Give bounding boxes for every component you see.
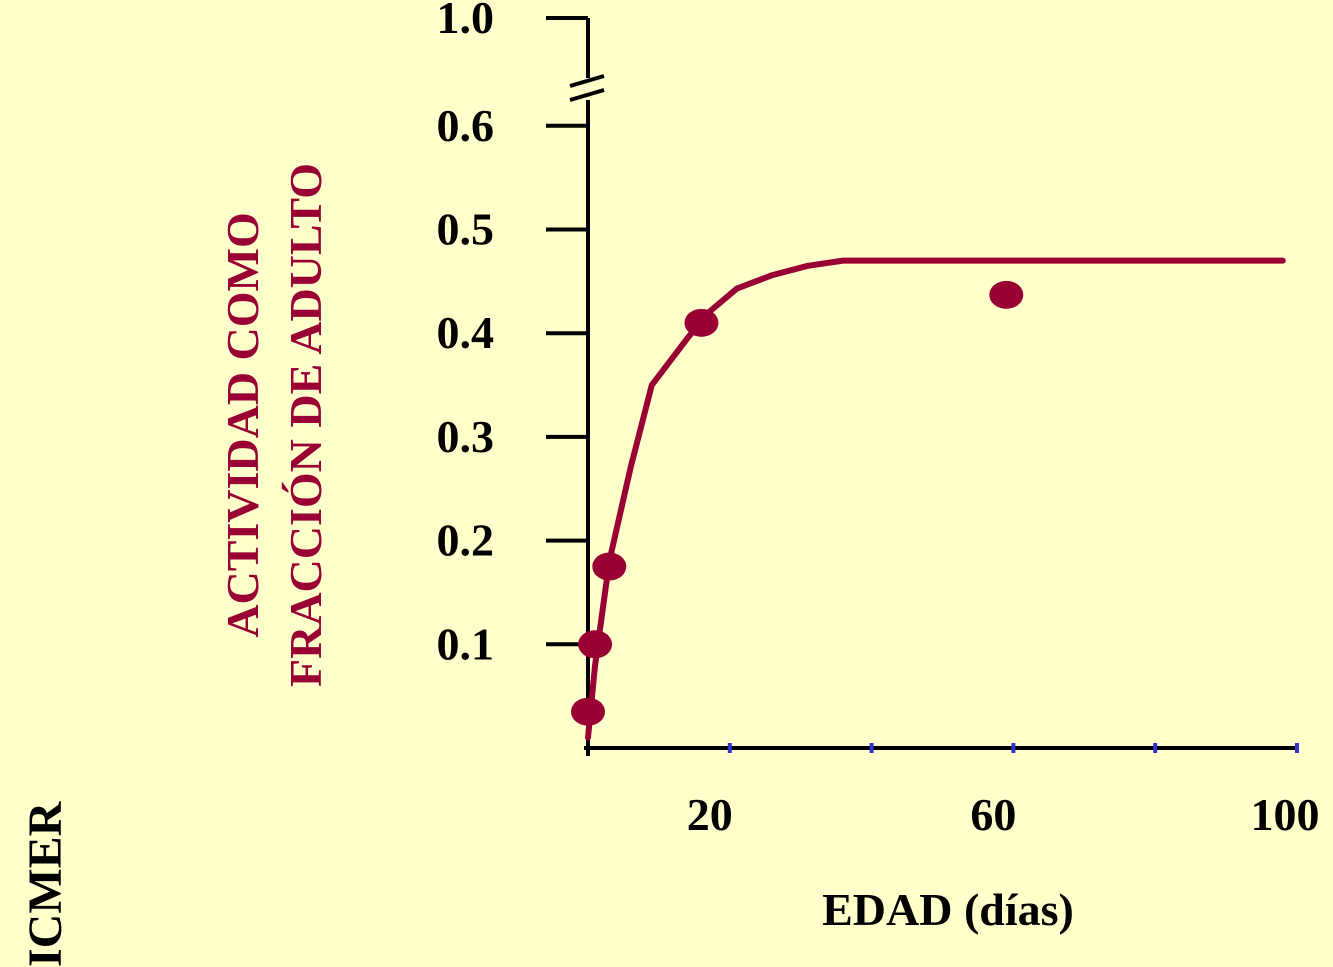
axes — [569, 18, 1297, 756]
watermark-text: ICMER — [19, 801, 72, 967]
data-points — [571, 280, 1024, 726]
y-ticks: 0.1 0.2 0.3 0.4 0.5 0.6 1.0 — [437, 0, 588, 669]
y-axis-title-line-2: FRACCIÓN DE ADULTO — [280, 163, 331, 687]
data-point — [989, 280, 1024, 309]
y-tick-label: 0.3 — [437, 411, 495, 462]
y-tick-label: 0.5 — [437, 204, 495, 255]
y-tick-label: 0.2 — [437, 515, 495, 566]
data-point — [592, 552, 627, 581]
x-tick-label: 20 — [687, 789, 733, 840]
data-point — [571, 697, 605, 726]
data-point — [578, 630, 613, 659]
y-tick-label: 0.1 — [437, 618, 495, 669]
axis-break-mark-1 — [569, 74, 605, 88]
x-tick-label: 60 — [970, 789, 1016, 840]
y-tick-label: 0.4 — [437, 307, 495, 358]
data-point — [684, 308, 719, 337]
y-tick-label: 1.0 — [437, 0, 495, 43]
y-axis-title: ACTIVIDAD COMO FRACCIÓN DE ADULTO — [217, 163, 331, 687]
x-ticks: 20 60 100 — [687, 743, 1320, 840]
axis-break-mark-2 — [569, 88, 605, 102]
y-axis-title-line-1: ACTIVIDAD COMO — [217, 212, 268, 638]
x-axis-title: EDAD (días) — [822, 884, 1074, 935]
x-tick-label: 100 — [1251, 789, 1320, 840]
y-tick-label: 0.6 — [437, 100, 495, 151]
